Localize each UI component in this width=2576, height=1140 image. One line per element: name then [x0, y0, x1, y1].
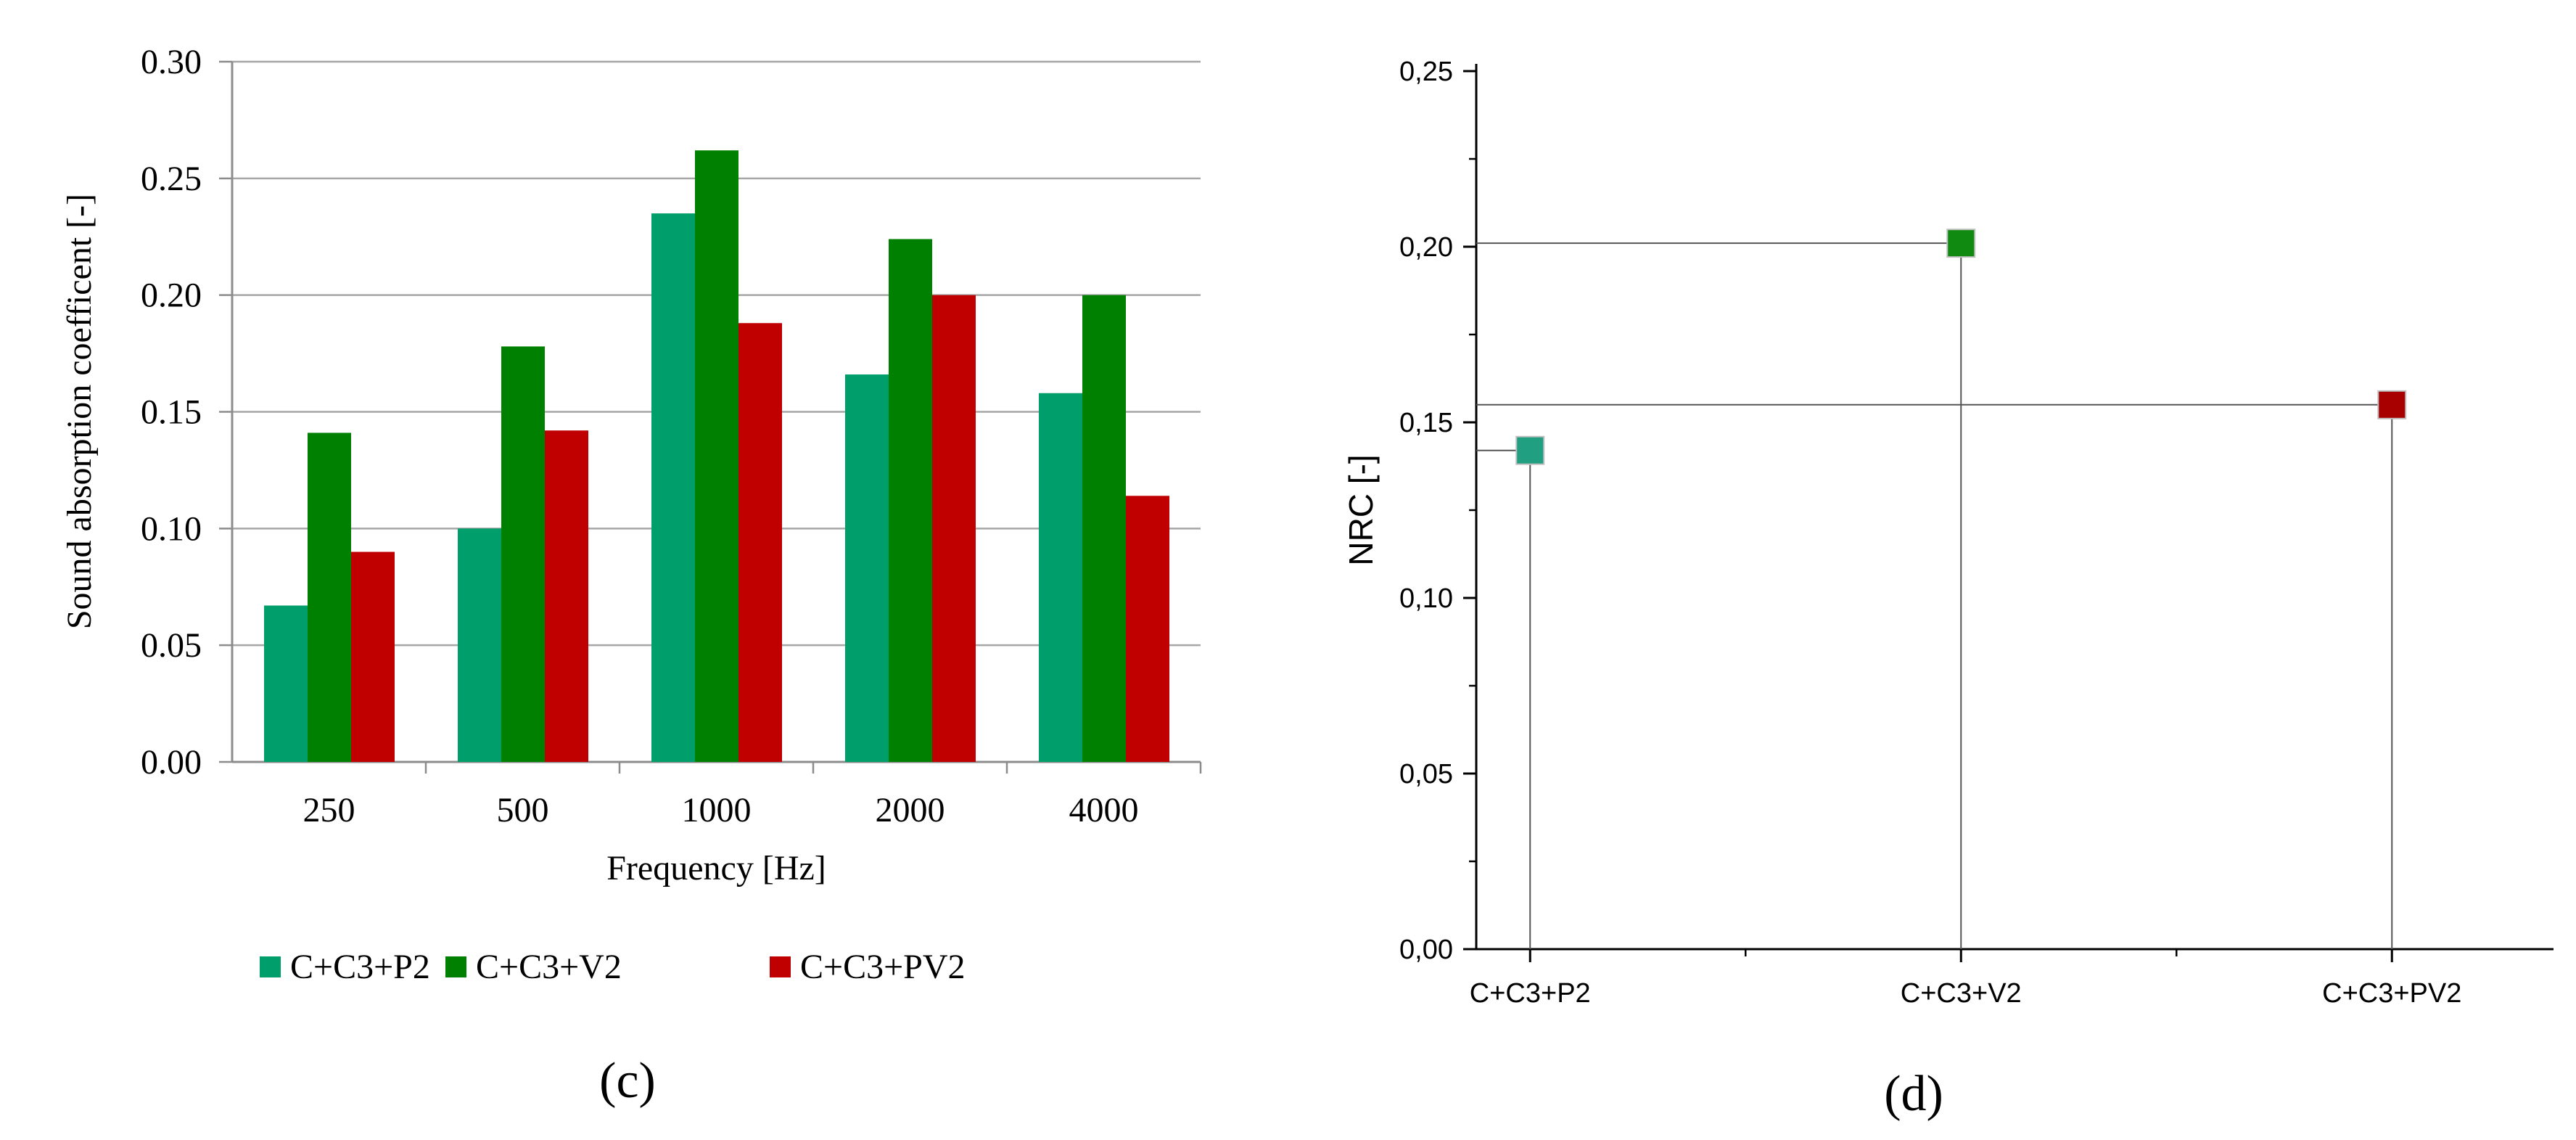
y-tick-label: 0,15: [1399, 408, 1453, 438]
x-tick-label: C+C3+P2: [1470, 978, 1591, 1009]
y-tick-label: 0.25: [141, 160, 202, 198]
legend-swatch: [260, 956, 281, 977]
bar: [695, 150, 738, 762]
legend-label: C+C3+V2: [476, 948, 622, 986]
bar: [1082, 295, 1126, 763]
x-tick-label: 250: [303, 791, 355, 829]
y-tick-label: 0,00: [1399, 935, 1453, 965]
y-tick-label: 0.20: [141, 276, 202, 315]
panel-label-d: (d): [1884, 1066, 1943, 1122]
bar: [932, 295, 976, 763]
y-axis-label: Sound absorption coefficent [-]: [60, 194, 99, 629]
bar: [738, 323, 782, 762]
x-tick-label: 1000: [682, 791, 752, 829]
y-tick-label: 0,05: [1399, 759, 1453, 790]
y-tick-label: 0,25: [1399, 57, 1453, 87]
x-tick-label: 500: [497, 791, 549, 829]
nrc-chart-d: 0,00 0,05 0,10 0,15 0,20 0,25 C+C3+P2 C+C3+V2 C+…: [1342, 57, 2554, 1122]
bar: [458, 528, 501, 762]
data-point-marker: [2377, 390, 2407, 419]
data-point-marker: [1515, 435, 1545, 465]
bar-chart-c: 0.00 0.05 0.10 0.15 0.20 0.25 0.30 250 500 1000 20…: [60, 43, 1202, 1109]
y-tick-label: 0.10: [141, 509, 202, 548]
bar: [1126, 496, 1169, 762]
bar: [501, 346, 545, 762]
legend-swatch: [445, 956, 466, 977]
x-tick-label: C+C3+PV2: [2322, 978, 2461, 1009]
y-axis-label: NRC [-]: [1342, 454, 1380, 565]
bar: [651, 213, 695, 762]
bar: [351, 551, 395, 762]
bar: [889, 239, 932, 762]
legend-label: C+C3+PV2: [800, 948, 966, 986]
y-tick-label: 0.15: [141, 393, 202, 432]
bar: [845, 374, 889, 762]
bar: [545, 430, 588, 762]
x-tick-label: C+C3+V2: [1901, 978, 2022, 1009]
y-tick-label: 0.05: [141, 626, 202, 665]
panel-label-c: (c): [599, 1053, 656, 1109]
bar: [308, 432, 351, 762]
legend-swatch: [770, 956, 791, 977]
y-tick-label: 0.00: [141, 743, 202, 782]
x-tick-label: 4000: [1069, 791, 1139, 829]
bar: [1039, 393, 1082, 762]
y-tick-label: 0,20: [1399, 232, 1453, 263]
bar: [264, 605, 308, 762]
legend-label: C+C3+P2: [290, 948, 430, 986]
y-tick-label: 0.30: [141, 43, 202, 81]
x-axis-label: Frequency [Hz]: [606, 849, 826, 887]
x-tick-label: 2000: [876, 791, 945, 829]
data-point-marker: [1946, 229, 1976, 258]
y-tick-label: 0,10: [1399, 583, 1453, 614]
